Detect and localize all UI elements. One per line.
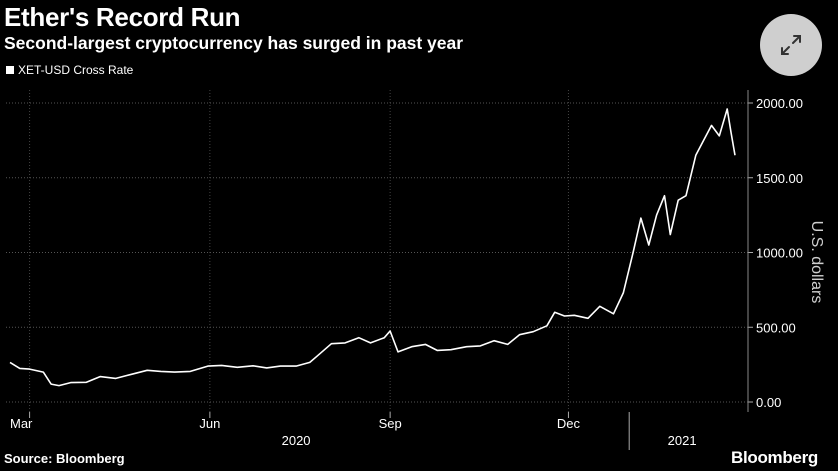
axes bbox=[29, 90, 753, 450]
source-note: Source: Bloomberg bbox=[4, 451, 125, 466]
series-layer bbox=[9, 108, 736, 387]
y-tick-label: 500.00 bbox=[756, 320, 796, 335]
x-tick-label: Mar bbox=[10, 416, 33, 431]
x-tick-label: Jun bbox=[199, 416, 220, 431]
chart-title: Ether's Record Run bbox=[4, 2, 241, 32]
legend-label: XET-USD Cross Rate bbox=[18, 63, 134, 77]
grid bbox=[6, 90, 748, 412]
chart-subtitle: Second-largest cryptocurrency has surged… bbox=[4, 33, 464, 53]
expand-arrows-icon bbox=[781, 35, 801, 55]
x-tick-label: Sep bbox=[379, 416, 402, 431]
series-line bbox=[9, 108, 736, 387]
y-tick-label: 2000.00 bbox=[756, 96, 803, 111]
y-axis-title: U.S. dollars bbox=[808, 221, 825, 304]
y-tick-label: 1000.00 bbox=[756, 246, 803, 261]
legend: XET-USD Cross Rate bbox=[6, 63, 133, 77]
tick-labels: 2000.00 1500.00 1000.00 500.00 0.00 Mar Jun Sep… bbox=[10, 96, 825, 448]
year-label: 2020 bbox=[282, 433, 311, 448]
y-tick-label: 0.00 bbox=[756, 395, 781, 410]
year-label: 2021 bbox=[668, 433, 697, 448]
expand-button[interactable] bbox=[760, 14, 822, 76]
legend-swatch bbox=[6, 66, 14, 74]
brand-logo: Bloomberg bbox=[730, 448, 818, 467]
y-tick-label: 1500.00 bbox=[756, 171, 803, 186]
x-tick-label: Dec bbox=[557, 416, 581, 431]
